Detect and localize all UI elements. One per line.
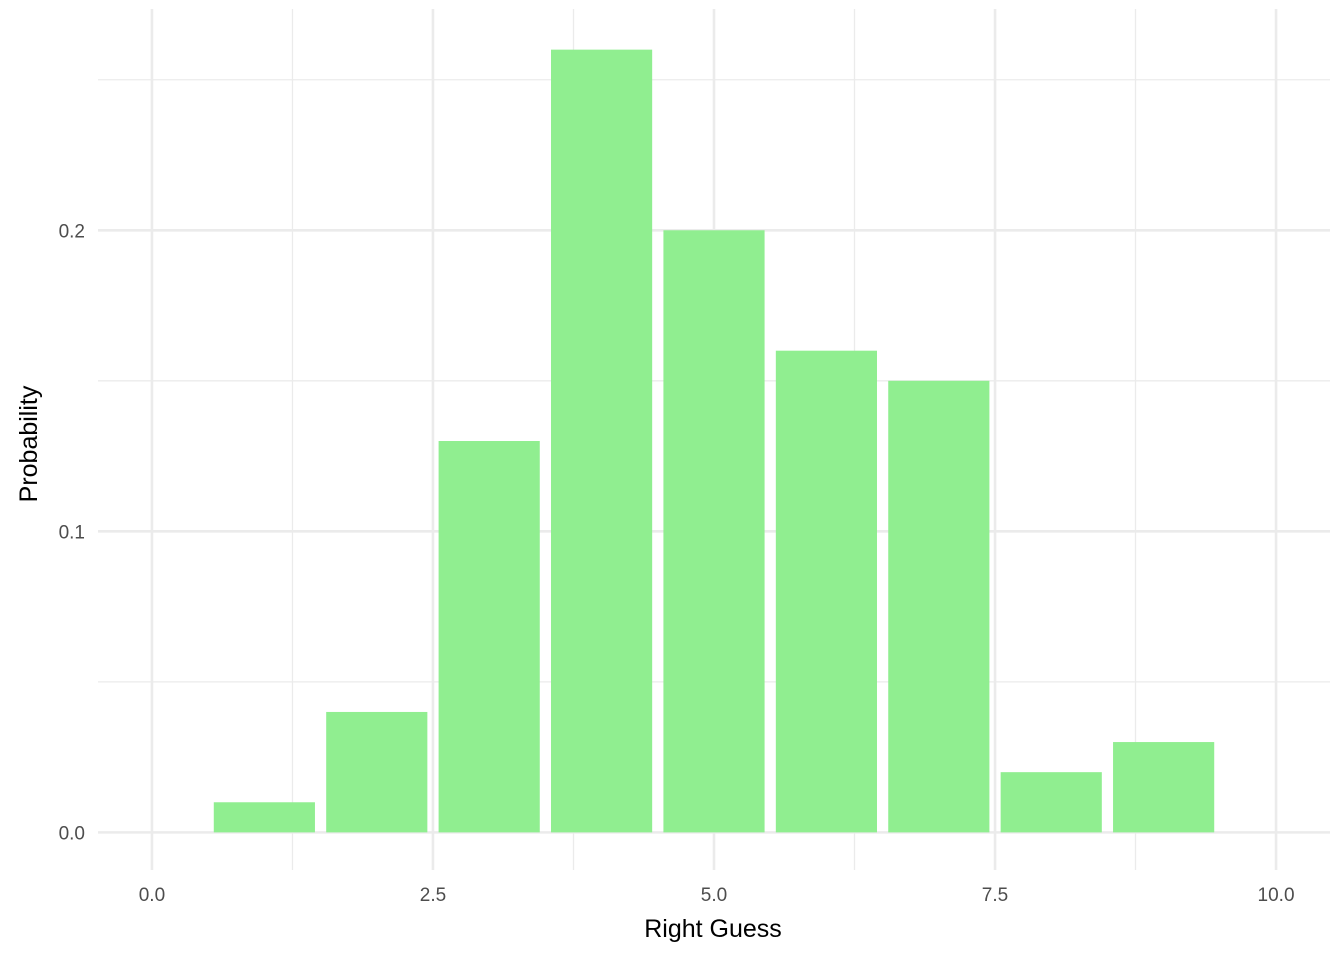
x-tick-label: 5.0 (701, 885, 727, 906)
x-tick-label: 10.0 (1258, 885, 1295, 906)
bar-6 (775, 350, 877, 833)
y-tick-label: 0.1 (59, 522, 85, 543)
y-tick-labels: 0.0 0.1 0.2 (59, 221, 85, 844)
y-tick-label: 0.0 (59, 823, 85, 844)
x-tick-label: 2.5 (420, 885, 446, 906)
x-tick-label: 7.5 (982, 885, 1008, 906)
bar-4 (551, 49, 653, 833)
bars (213, 49, 1215, 833)
bar-9 (1113, 742, 1215, 833)
bar-7 (888, 380, 990, 833)
bar-1 (213, 802, 315, 833)
x-axis-title: Right Guess (644, 915, 782, 943)
bar-8 (1000, 772, 1102, 833)
x-tick-label: 0.0 (139, 885, 165, 906)
x-tick-labels: 0.0 2.5 5.0 7.5 10.0 (139, 885, 1295, 906)
bar-3 (438, 441, 540, 833)
bar-2 (326, 711, 428, 833)
y-axis-title: Probability (15, 385, 43, 502)
y-tick-label: 0.2 (59, 221, 85, 242)
bar-5 (663, 230, 765, 833)
